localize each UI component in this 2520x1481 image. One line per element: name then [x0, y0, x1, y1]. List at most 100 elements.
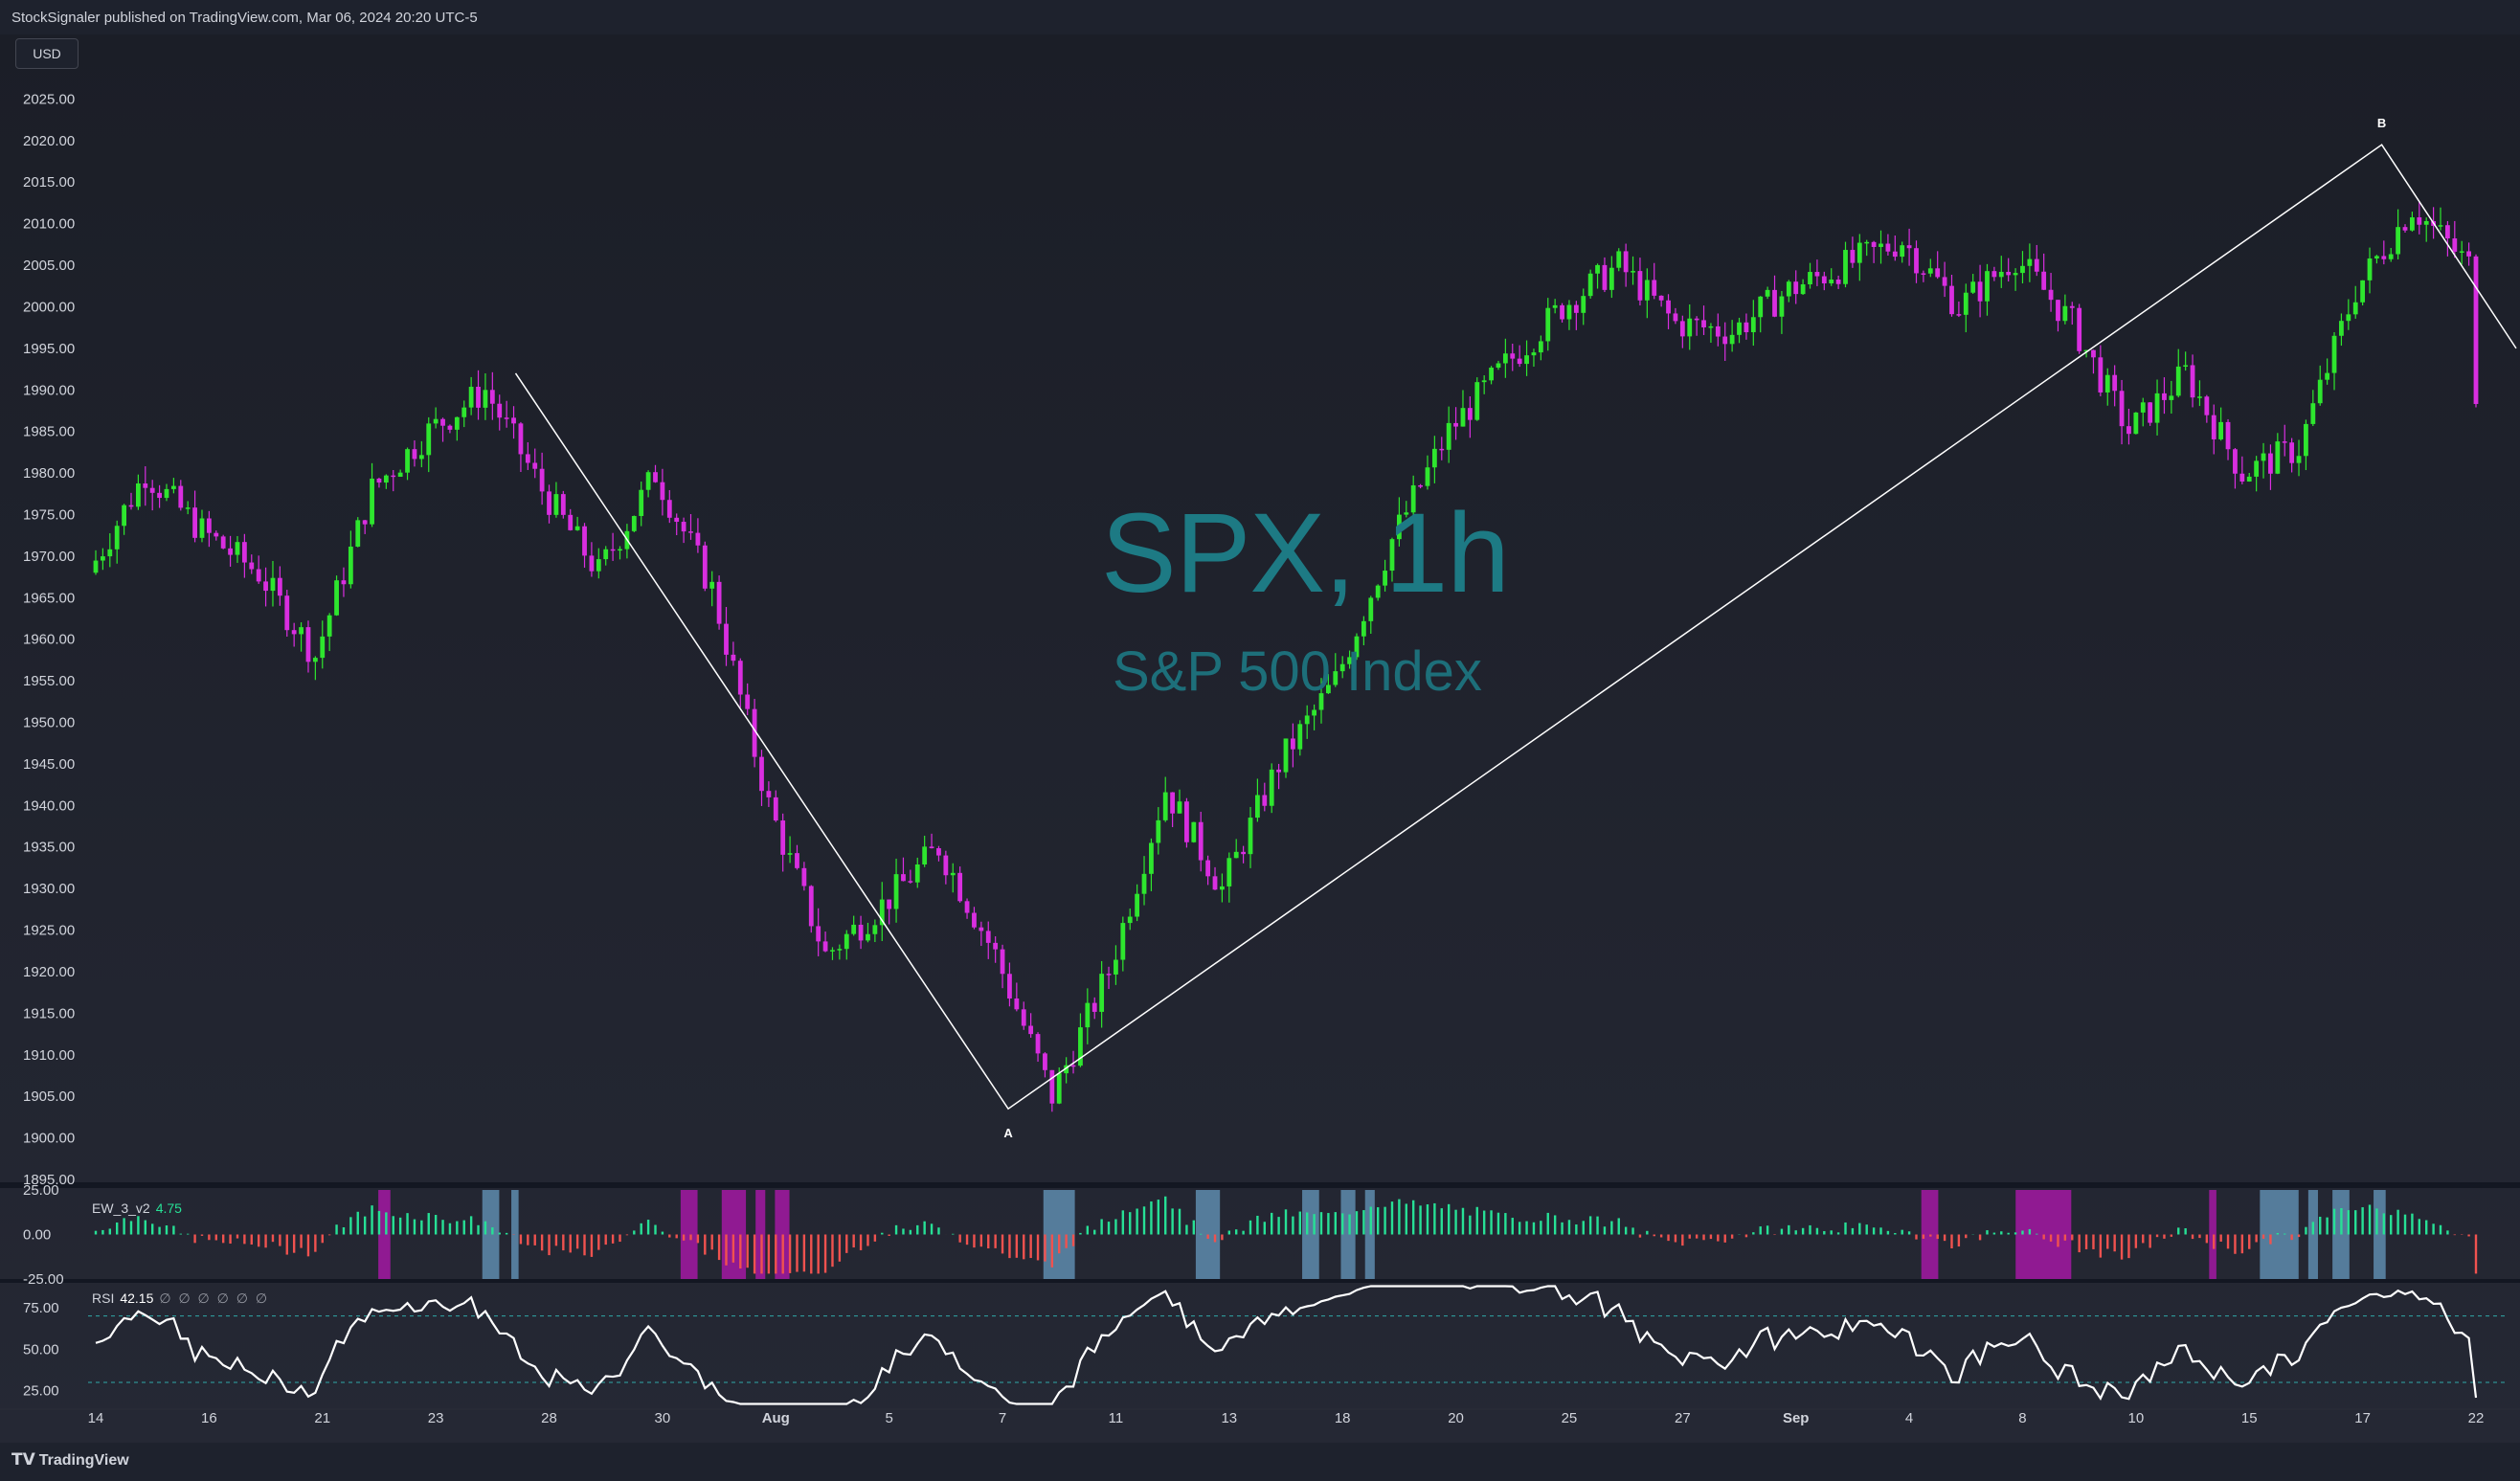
candle-body [2388, 254, 2394, 259]
candle [1114, 945, 1118, 985]
ew-indicator-legend[interactable]: EW_3_v2 4.75 [92, 1201, 182, 1216]
candle-body [2218, 421, 2224, 439]
candle [574, 516, 580, 531]
currency-button[interactable]: USD [15, 38, 79, 69]
footer-bar [0, 1443, 2520, 1481]
candle-body [795, 853, 799, 868]
candle-body [1552, 304, 1558, 308]
candle [1106, 966, 1112, 990]
candle [511, 406, 516, 439]
candle [1191, 821, 1197, 843]
candle [993, 936, 999, 963]
candle-body [893, 874, 899, 909]
candle [866, 922, 870, 943]
candle-body [1843, 250, 1848, 284]
candle-body [1220, 886, 1225, 890]
candle-body [688, 531, 693, 533]
candle [837, 944, 843, 960]
candle [985, 921, 991, 959]
candle [1623, 243, 1629, 287]
candle-body [2154, 393, 2160, 423]
candle-body [320, 636, 326, 659]
candle-body [2282, 441, 2287, 443]
candle-body [2396, 227, 2401, 255]
candle-body [547, 491, 551, 515]
candle-body [766, 791, 772, 797]
candle-body [1170, 792, 1176, 814]
candle [1467, 395, 1473, 438]
chart-area[interactable] [0, 34, 2520, 1443]
candle-body [1431, 448, 1437, 468]
candle [1064, 1057, 1069, 1084]
candle-body [759, 756, 764, 792]
candle-body [2275, 441, 2281, 474]
tradingview-logo[interactable]: 𝗧𝗩 TradingView [11, 1450, 129, 1470]
candle-body [1474, 382, 1480, 420]
candle-body [2331, 335, 2337, 373]
candle [787, 836, 793, 864]
candle [1566, 300, 1572, 330]
candle [1028, 1013, 1034, 1038]
candle [2289, 438, 2295, 473]
candle [618, 546, 622, 560]
candle-body [574, 526, 580, 530]
candle-body [305, 627, 311, 662]
candle-body [1318, 693, 1324, 710]
rsi-tick-label: 50.00 [23, 1341, 59, 1358]
candle-body [1985, 271, 1990, 302]
candle-body [887, 899, 892, 909]
candle-body [1304, 715, 1310, 725]
candle-body [1446, 422, 1451, 450]
candle-body [866, 933, 870, 941]
candle-body [1900, 245, 1905, 258]
candle [950, 863, 956, 893]
candle-body [1460, 408, 1466, 427]
candle-body [1786, 281, 1791, 297]
candle [170, 478, 176, 494]
candle [737, 658, 743, 708]
candle-body [731, 654, 736, 662]
candle-body [2417, 217, 2422, 225]
time-tick-label: 10 [2128, 1410, 2145, 1426]
candle-body [1198, 821, 1204, 861]
candle-body [525, 454, 530, 463]
candle-body [1014, 998, 1020, 1010]
candle-body [1120, 923, 1126, 960]
candle [822, 931, 828, 953]
candle-body [1056, 1073, 1062, 1104]
candle [1021, 1001, 1026, 1030]
candle-body [1425, 467, 1430, 486]
candle-body [1800, 283, 1806, 295]
candle [426, 416, 432, 473]
candle-body [1631, 271, 1635, 273]
candle-body [107, 549, 113, 557]
candle [1765, 286, 1770, 300]
rsi-indicator-legend[interactable]: RSI 42.15 ∅ ∅ ∅ ∅ ∅ ∅ [92, 1290, 269, 1307]
candle-body [2346, 314, 2351, 322]
candle-body [1149, 842, 1154, 874]
candle-body [334, 580, 339, 616]
candle-body [1368, 597, 1374, 621]
candle-body [596, 559, 601, 572]
published-text: StockSignaler published on TradingView.c… [11, 10, 478, 26]
price-tick-label: 1960.00 [23, 632, 75, 648]
candle-body [1269, 769, 1274, 806]
candle [2225, 418, 2231, 460]
candle [1333, 653, 1339, 687]
candle [1679, 315, 1685, 348]
candle [2282, 424, 2287, 457]
candle-body [2233, 449, 2238, 474]
candle [1220, 873, 1225, 903]
candle [1772, 275, 1777, 318]
price-tick-label: 1925.00 [23, 923, 75, 939]
candle-body [844, 933, 849, 950]
candle-body [1942, 277, 1947, 286]
price-axis: 2025.00 2020.00 2015.00 2010.00 2005.00 2000.… [23, 91, 75, 1188]
candle [957, 866, 963, 903]
osc-histogram [94, 1196, 2478, 1274]
candle-body [220, 536, 226, 549]
candle [1573, 301, 1579, 330]
time-tick-label: 18 [1335, 1410, 1351, 1426]
candle-body [1708, 325, 1714, 328]
